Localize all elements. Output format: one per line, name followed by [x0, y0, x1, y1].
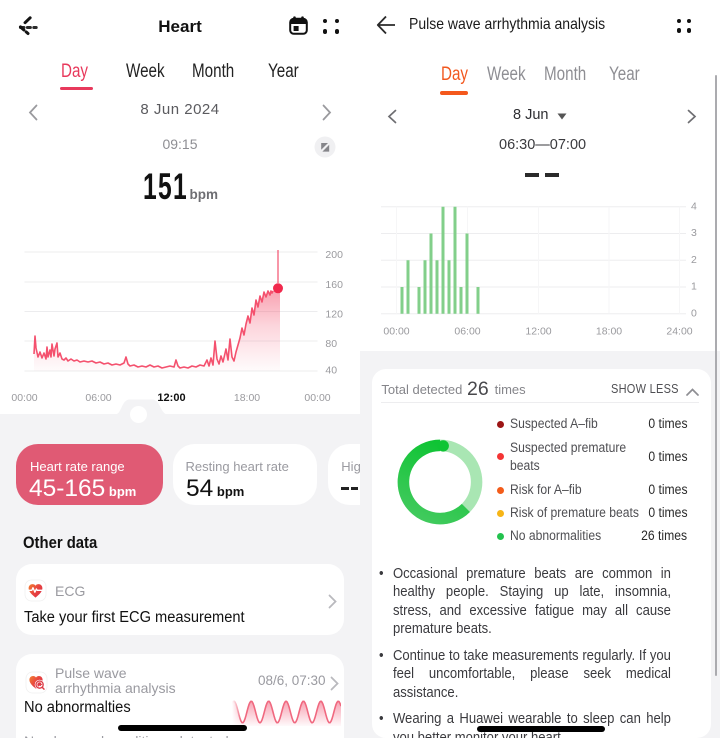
svg-text:18:00: 18:00 [596, 326, 622, 338]
svg-text:80: 80 [325, 338, 337, 350]
svg-text:4: 4 [691, 201, 697, 213]
svg-text:24:00: 24:00 [666, 326, 692, 338]
svg-text:2: 2 [691, 254, 697, 266]
svg-text:00:00: 00:00 [383, 326, 409, 338]
svg-text:1: 1 [691, 281, 697, 293]
svg-text:0: 0 [691, 308, 697, 320]
svg-text:120: 120 [325, 308, 343, 320]
svg-text:06:00: 06:00 [454, 326, 480, 338]
svg-text:160: 160 [325, 279, 343, 291]
svg-text:40: 40 [325, 365, 337, 377]
svg-text:12:00: 12:00 [525, 326, 551, 338]
svg-text:3: 3 [691, 227, 697, 239]
svg-text:200: 200 [325, 249, 343, 261]
